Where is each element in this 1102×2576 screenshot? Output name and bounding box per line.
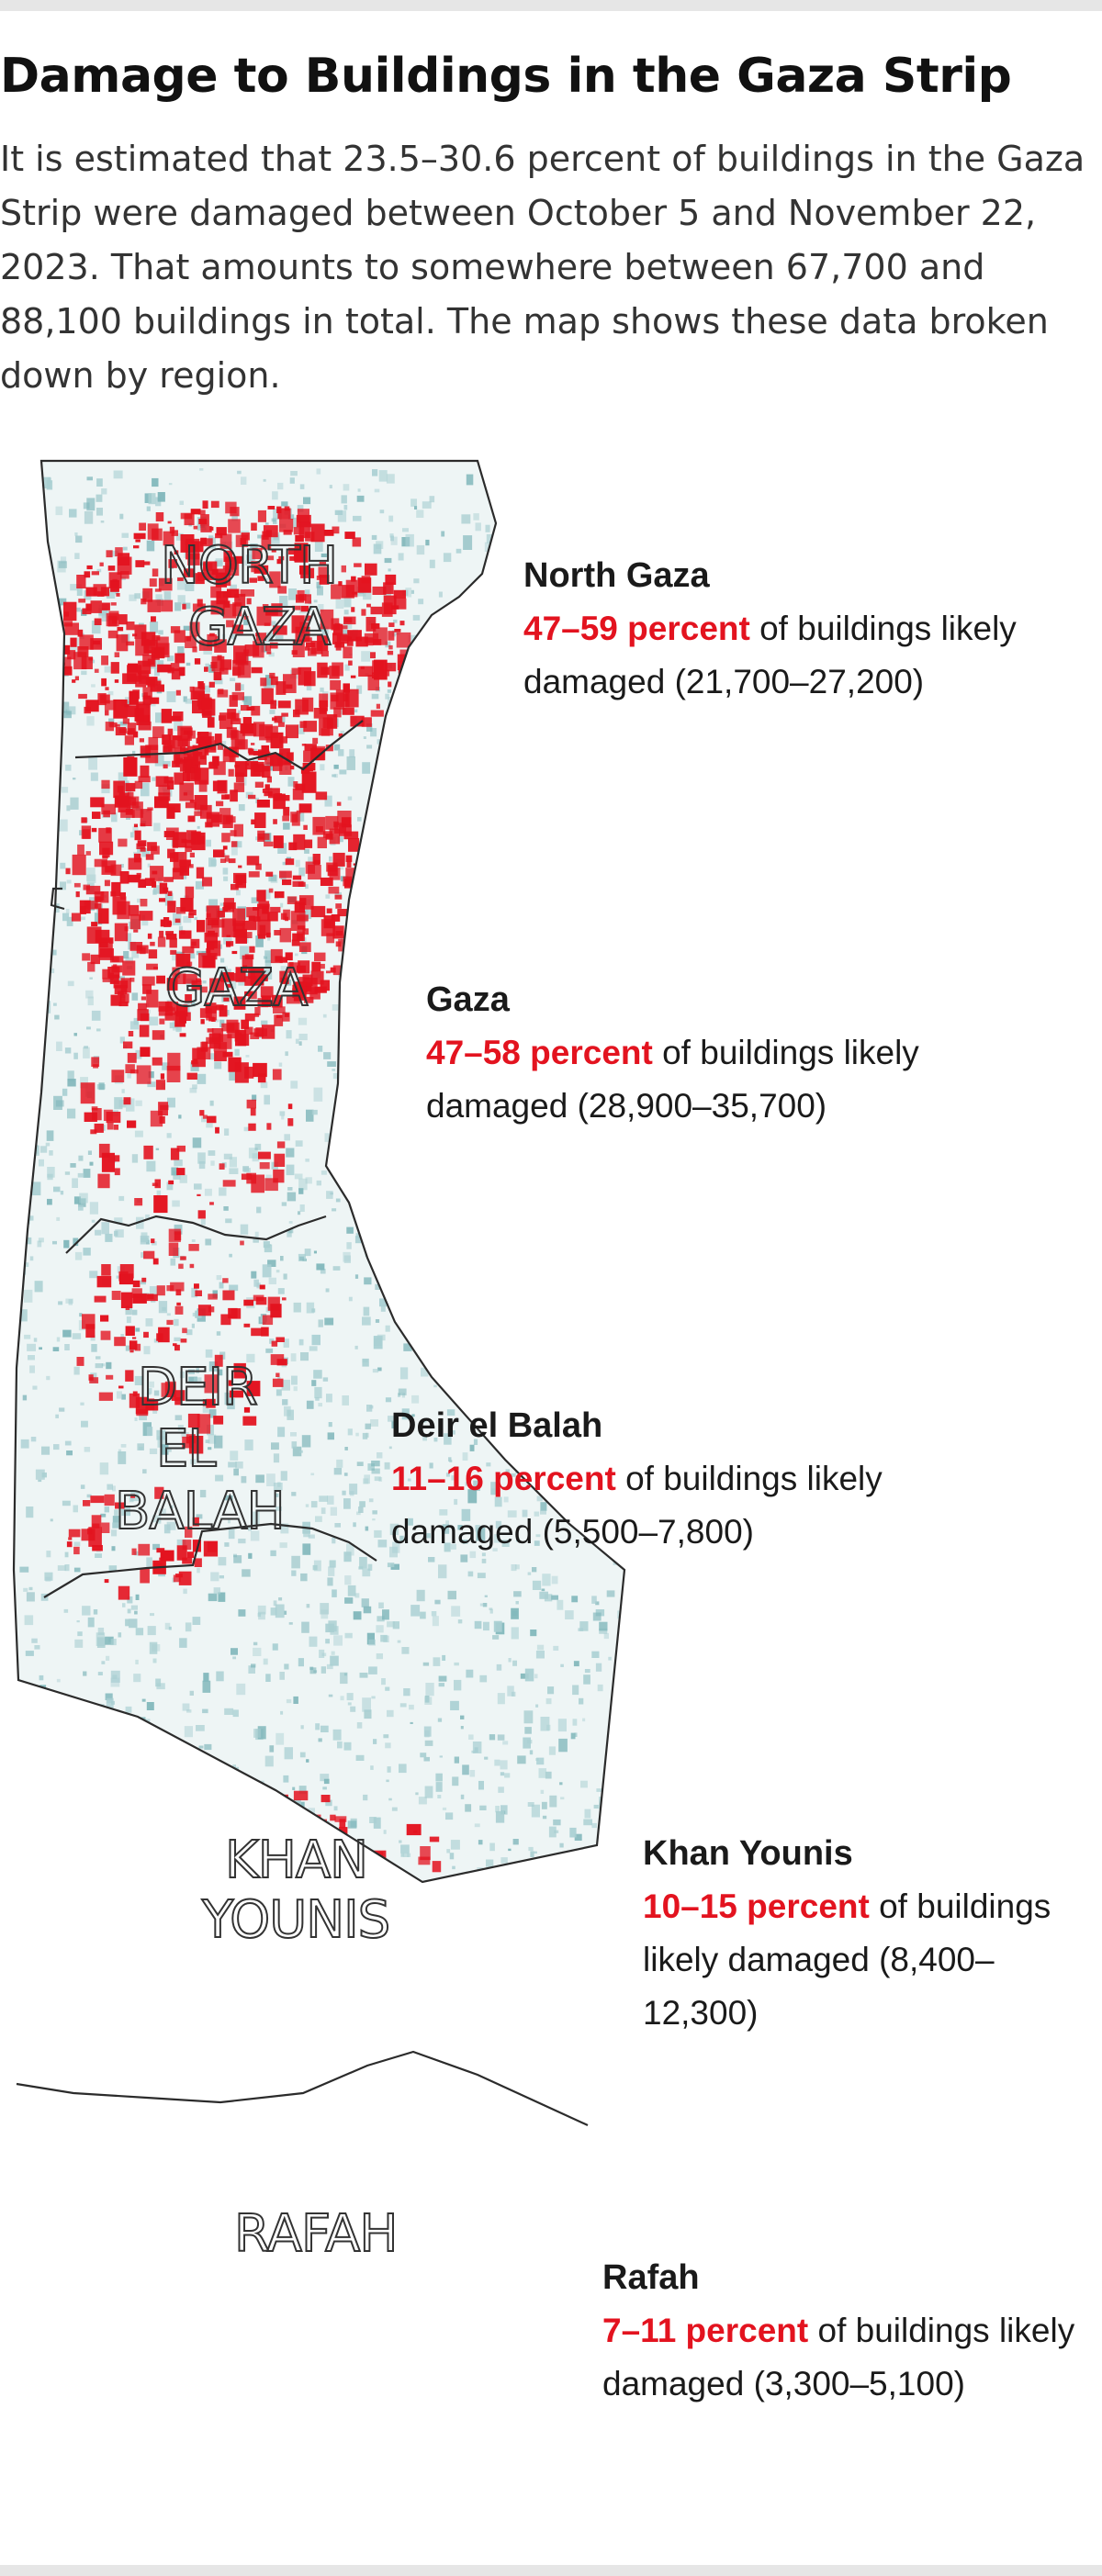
callout-north-gaza-detail: of buildings likely damaged (21,700–27,2… — [523, 610, 1017, 700]
callout-gaza-percent: 47–58 percent — [426, 1034, 653, 1071]
map-label-north-gaza-line2: GAZA — [188, 598, 331, 657]
map-label-gaza: GAZA — [165, 958, 308, 1018]
intro-text: It is estimated that 23.5–30.6 percent o… — [0, 139, 1085, 396]
map-label-deir-line2: EL — [156, 1419, 216, 1479]
callout-khan-detail: of buildings likely damaged (8,400–12,30… — [643, 1887, 1051, 2032]
map-label-rafah: RAFAH — [234, 2204, 397, 2264]
map-label-deir-line3: BALAH — [115, 1482, 285, 1541]
map-label-north-gaza-line1: NORTH — [161, 536, 337, 596]
region-map-labels: NORTH GAZA GAZA DEIR EL BALAH KHAN YOUNI… — [114, 535, 399, 2265]
callout-deir-el-balah: Deir el Balah 11–16 percent of buildings… — [391, 1399, 942, 1559]
damage-patches — [60, 500, 546, 1882]
callout-north-gaza-percent: 47–59 percent — [523, 610, 750, 647]
callout-deir-name: Deir el Balah — [391, 1406, 603, 1445]
boundary-north-gaza-gaza — [74, 720, 364, 771]
callout-gaza-detail: of buildings likely damaged (28,900–35,7… — [426, 1034, 919, 1125]
callout-north-gaza: North Gaza 47–59 percent of buildings li… — [523, 549, 1074, 709]
bottom-rule — [0, 2565, 1102, 2576]
boundary-khan-rafah — [16, 2050, 589, 2126]
strip-outline — [12, 459, 626, 1884]
callout-rafah-percent: 7–11 percent — [602, 2312, 809, 2349]
callout-khan-younis: Khan Younis 10–15 percent of buildings l… — [643, 1827, 1093, 2040]
callout-rafah: Rafah 7–11 percent of buildings likely d… — [602, 2251, 1098, 2411]
boundary-gaza-deir — [65, 1215, 327, 1254]
callout-khan-name: Khan Younis — [643, 1834, 853, 1873]
callout-gaza: Gaza 47–58 percent of buildings likely d… — [426, 973, 977, 1133]
page-title: Damage to Buildings in the Gaza Strip — [0, 49, 1012, 104]
gaza-strip-map: NORTH GAZA GAZA DEIR EL BALAH KHAN YOUNI… — [12, 459, 626, 2265]
coast-notch — [50, 887, 65, 911]
callout-north-gaza-name: North Gaza — [523, 556, 710, 595]
map-label-deir-line1: DEIR — [138, 1358, 257, 1417]
map-label-khan-line1: KHAN — [225, 1831, 367, 1890]
callout-rafah-name: Rafah — [602, 2258, 700, 2297]
map-label-khan-line2: YOUNIS — [201, 1890, 389, 1950]
boundary-deir-khan — [43, 1522, 377, 1598]
callout-khan-percent: 10–15 percent — [643, 1887, 870, 1925]
callout-rafah-detail: of buildings likely damaged (3,300–5,100… — [602, 2312, 1075, 2402]
callout-deir-detail: of buildings likely damaged (5,500–7,800… — [391, 1460, 883, 1551]
callout-gaza-name: Gaza — [426, 980, 510, 1019]
top-rule — [0, 0, 1102, 11]
callout-deir-percent: 11–16 percent — [391, 1460, 616, 1497]
governorate-boundaries — [12, 459, 626, 2126]
